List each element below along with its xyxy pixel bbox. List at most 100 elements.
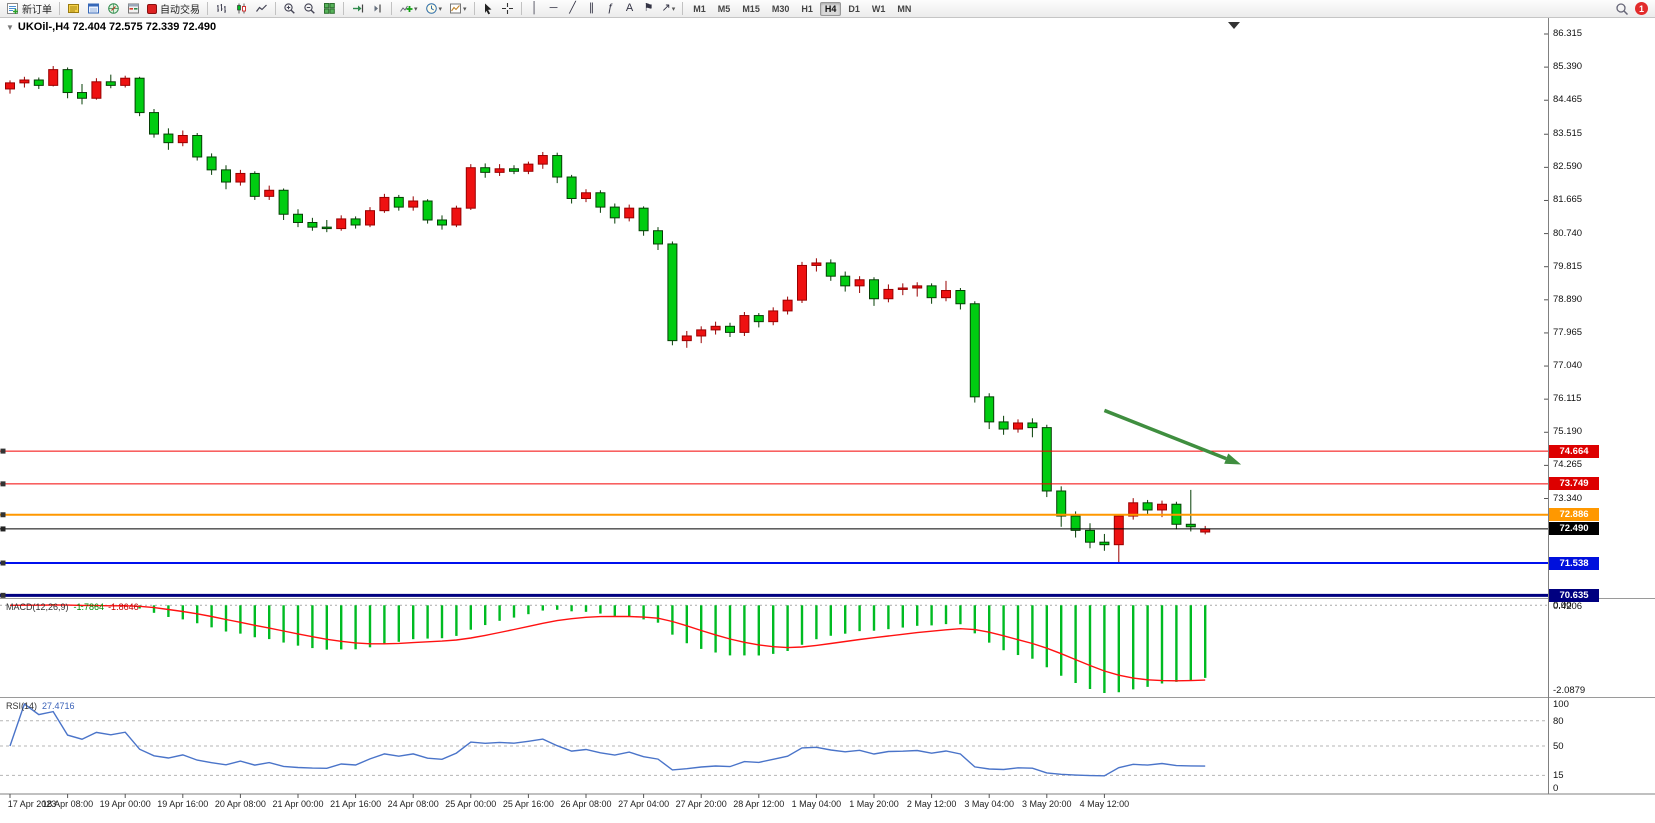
macd-axis-label: 0.00 — [1553, 600, 1572, 612]
time-label: 2 May 12:00 — [906, 799, 957, 809]
time-label: 27 Apr 20:00 — [675, 799, 727, 809]
time-label: 21 Apr 16:00 — [330, 799, 382, 809]
timeframe-button-h4[interactable]: H4 — [819, 1, 842, 16]
level-handle[interactable] — [0, 560, 6, 566]
time-label: 3 May 20:00 — [1022, 799, 1072, 809]
candle — [192, 134, 203, 158]
market-watch-button[interactable] — [64, 1, 83, 17]
candle — [1013, 422, 1023, 430]
timeframe-button-mn[interactable]: MN — [892, 2, 916, 16]
price-tick-label: 83.515 — [1553, 128, 1583, 140]
periods-button[interactable]: ▾ — [422, 1, 446, 17]
timeframe-button-w1[interactable]: W1 — [867, 2, 891, 16]
search-icon[interactable] — [1615, 2, 1629, 16]
candle — [653, 230, 663, 245]
time-label: 24 Apr 08:00 — [387, 799, 439, 809]
zoom-in-icon — [284, 3, 295, 14]
data-window-button[interactable] — [84, 1, 103, 17]
chart-canvas[interactable] — [0, 18, 1655, 823]
chart-shift-button[interactable] — [368, 1, 387, 17]
time-label: 21 Apr 00:00 — [272, 799, 324, 809]
trend-arrow-head — [1224, 453, 1242, 465]
zoom-out-button[interactable] — [300, 1, 319, 17]
templates-button[interactable]: ▾ — [446, 1, 470, 17]
candle — [941, 290, 951, 299]
level-handle[interactable] — [0, 592, 6, 598]
price-tick-label: 79.815 — [1553, 260, 1583, 272]
rsi-axis-label: 0 — [1553, 783, 1559, 794]
vertical-line-icon: │ — [531, 2, 538, 14]
tile-windows-button[interactable] — [320, 1, 339, 17]
fibonacci-button[interactable]: ƒ — [602, 1, 620, 17]
horizontal-line-button[interactable]: ─ — [545, 1, 563, 17]
timeframe-button-m15[interactable]: M15 — [737, 2, 765, 16]
timeframe-button-d1[interactable]: D1 — [843, 2, 865, 16]
candle — [854, 279, 865, 287]
time-label: 1 May 04:00 — [791, 799, 842, 809]
timeframe-button-m5[interactable]: M5 — [713, 2, 736, 16]
cursor-button[interactable] — [479, 1, 497, 17]
one-click-trading-arrow[interactable]: ▼ — [6, 23, 14, 32]
candle — [753, 315, 764, 323]
price-tick-label: 77.965 — [1553, 326, 1583, 338]
label-button[interactable]: ⚑ — [640, 1, 658, 17]
chart-area[interactable]: ▼ UKOil-,H4 72.404 72.575 72.339 72.490 M… — [0, 18, 1655, 823]
bar-chart-button[interactable] — [212, 1, 231, 17]
level-handle[interactable] — [0, 448, 6, 454]
candle — [638, 207, 649, 232]
candle — [552, 155, 563, 178]
level-price-label[interactable]: 70.635 — [1549, 588, 1599, 602]
notification-badge[interactable]: 1 — [1635, 2, 1648, 15]
zoom-in-button[interactable] — [280, 1, 299, 17]
auto-scroll-button[interactable] — [348, 1, 367, 17]
level-handle[interactable] — [0, 512, 6, 518]
trendline-button[interactable]: ╱ — [564, 1, 582, 17]
candle — [451, 207, 462, 226]
time-label: 4 May 12:00 — [1079, 799, 1130, 809]
channel-button[interactable]: ∥ — [583, 1, 601, 17]
candle — [235, 172, 246, 183]
candle — [321, 226, 332, 230]
level-price-label[interactable]: 71.538 — [1549, 556, 1599, 570]
toolbar-separator — [275, 2, 276, 15]
line-chart-button[interactable] — [252, 1, 271, 17]
toolbar-separator — [473, 2, 475, 15]
trend-arrow-annotation[interactable] — [1103, 408, 1227, 461]
price-tick-label: 75.190 — [1553, 426, 1583, 438]
price-tick-label: 85.390 — [1553, 61, 1583, 73]
timeframe-button-m30[interactable]: M30 — [767, 2, 795, 16]
macd-axis-label: -2.0879 — [1553, 685, 1586, 696]
terminal-button[interactable] — [124, 1, 143, 17]
candle — [768, 310, 779, 323]
level-price-label[interactable]: 72.886 — [1549, 508, 1599, 522]
text-button[interactable]: A — [621, 1, 639, 17]
candle — [379, 196, 390, 212]
candle — [177, 134, 188, 144]
arrows-button[interactable]: ↗ ▾ — [659, 1, 679, 17]
chart-shift-marker[interactable] — [1228, 22, 1240, 29]
indicators-button[interactable]: ▾ — [396, 1, 421, 17]
toolbar-separator — [682, 2, 684, 15]
crosshair-button[interactable] — [498, 1, 517, 17]
navigator-button[interactable] — [104, 1, 123, 17]
new-order-button[interactable]: 新订单 — [3, 1, 55, 17]
timeframe-button-m1[interactable]: M1 — [688, 2, 711, 16]
vertical-line-button[interactable]: │ — [526, 1, 544, 17]
candle — [149, 112, 159, 135]
toolbar: 新订单 — [0, 0, 1655, 18]
candle — [1185, 523, 1196, 528]
candle — [681, 335, 692, 342]
candlestick-chart-button[interactable] — [232, 1, 251, 17]
level-price-label[interactable]: 73.749 — [1549, 477, 1599, 491]
autotrading-button[interactable]: 自动交易 — [144, 1, 203, 17]
candle — [897, 287, 908, 290]
candle — [393, 196, 404, 208]
level-price-label[interactable]: 74.664 — [1549, 444, 1599, 458]
timeframe-button-h1[interactable]: H1 — [796, 2, 818, 16]
candlestick-chart-icon — [237, 3, 246, 14]
time-label: 28 Apr 12:00 — [733, 799, 785, 809]
level-handle[interactable] — [0, 481, 6, 487]
candle — [667, 243, 678, 342]
candle — [480, 167, 491, 173]
candle — [1056, 490, 1067, 517]
